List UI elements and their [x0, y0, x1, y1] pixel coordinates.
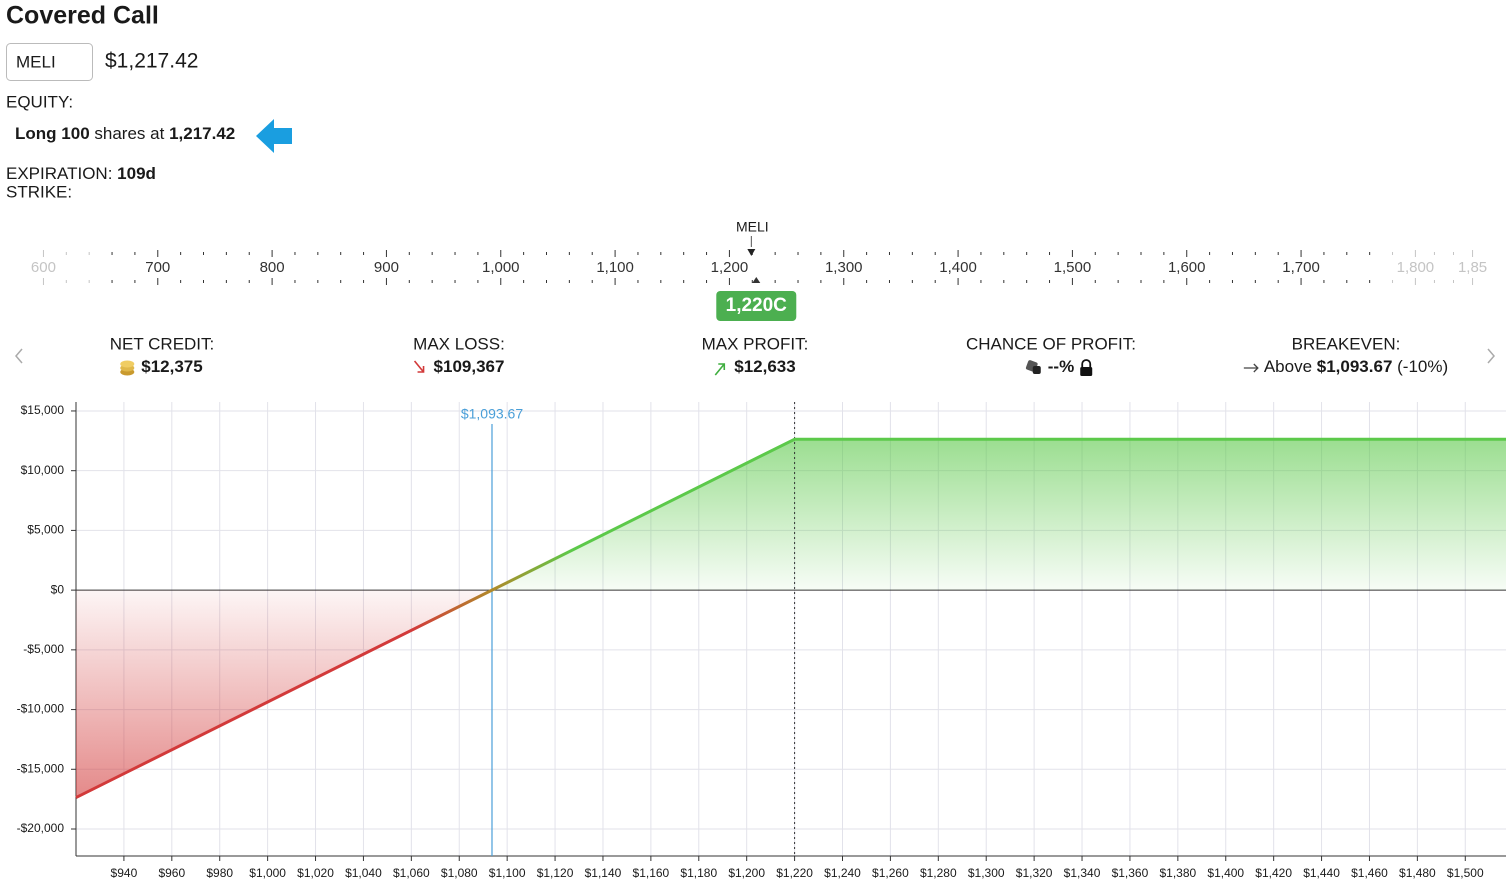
stat-label: MAX PROFIT:: [702, 334, 809, 353]
x-tick-label: $1,380: [1159, 866, 1196, 880]
stat-value: $12,633: [734, 357, 795, 376]
ruler-tick-label: 1,600: [1168, 259, 1206, 276]
x-tick-label: $1,120: [537, 866, 574, 880]
payoff-chart: $940 $960 $980 $1,000 $1,020 $1,040 $1,060 $1,0…: [17, 402, 1506, 880]
ruler-tick-label: 700: [145, 259, 170, 276]
x-tick-label: $1,360: [1112, 866, 1149, 880]
x-tick-label: $1,060: [393, 866, 430, 880]
stat-value: $12,375: [141, 357, 202, 376]
stat-value: $109,367: [434, 357, 505, 376]
ruler-tick-label: 1,400: [939, 259, 977, 276]
ruler-tick-label: 900: [374, 259, 399, 276]
ruler-tick-label: 1,000: [482, 259, 520, 276]
ruler-marker: [747, 249, 756, 256]
profit-icon: [714, 363, 726, 376]
page-title: Covered Call: [6, 2, 159, 30]
ruler-tick-label: 1,800: [1397, 259, 1435, 276]
prev-button[interactable]: [15, 348, 23, 364]
strike-label: STRIKE:: [6, 182, 72, 201]
y-tick-label: $15,000: [21, 403, 65, 417]
stats-bar: NET CREDIT: $12,375 MAX LOSS: $109,367 MAX P…: [110, 334, 1448, 376]
x-tick-label: $1,240: [824, 866, 861, 880]
x-tick-label: $1,440: [1303, 866, 1340, 880]
coin-icon: [120, 360, 135, 368]
y-tick-label: -$10,000: [17, 702, 65, 716]
y-tick-label: $0: [51, 582, 65, 596]
dice-icon: [1032, 366, 1041, 374]
x-tick-label: $1,140: [585, 866, 622, 880]
selected-strike-label[interactable]: 1,220C: [726, 295, 788, 316]
y-tick-label: -$20,000: [17, 821, 65, 835]
ruler-tick-label: 600: [31, 259, 56, 276]
x-tick-label: $1,080: [441, 866, 478, 880]
lock-icon: [1080, 367, 1093, 376]
x-tick-label: $1,320: [1016, 866, 1053, 880]
x-tick-label: $1,200: [728, 866, 765, 880]
stat-value: --%: [1048, 357, 1074, 376]
selected-strike-pointer: [752, 277, 761, 283]
lock-icon: [1081, 359, 1092, 367]
strike-ruler[interactable]: 600 700 800 900 1,000 1,100 1,200 1,300 1,400 1,5…: [0, 219, 1508, 321]
x-tick-label: $960: [158, 866, 185, 880]
x-tick-label: $1,400: [1207, 866, 1244, 880]
symbol-input[interactable]: [6, 43, 93, 81]
x-tick-label: $1,300: [968, 866, 1005, 880]
x-tick-label: $1,020: [297, 866, 334, 880]
stat-label: NET CREDIT:: [110, 334, 215, 353]
ruler-tick-label: 1,200: [711, 259, 749, 276]
ruler-tick-label: 1,500: [1054, 259, 1092, 276]
equity-position: Long 100 shares at 1,217.42: [15, 124, 235, 143]
ruler-tick-label: 1,700: [1282, 259, 1320, 276]
x-tick-label: $1,000: [249, 866, 286, 880]
x-tick-label: $1,500: [1447, 866, 1484, 880]
y-tick-label: $5,000: [27, 523, 64, 537]
x-tick-label: $1,040: [345, 866, 382, 880]
x-tick-label: $1,340: [1064, 866, 1101, 880]
x-tick-label: $1,480: [1399, 866, 1436, 880]
ruler-tick-label: 1,100: [596, 259, 634, 276]
y-tick-label: -$5,000: [23, 642, 64, 656]
x-tick-label: $1,100: [489, 866, 526, 880]
loss-icon: [413, 360, 425, 373]
equity-label: EQUITY:: [6, 92, 73, 111]
price: $1,217.42: [105, 50, 198, 73]
x-tick-label: $1,220: [776, 866, 813, 880]
stat-label: MAX LOSS:: [413, 334, 505, 353]
ruler-tick-label: 1,85: [1458, 259, 1487, 276]
symbol-input-text[interactable]: MELI: [16, 52, 56, 71]
x-tick-label: $1,280: [920, 866, 957, 880]
ruler-tick-label: 800: [260, 259, 285, 276]
x-tick-label: $940: [111, 866, 138, 880]
x-tick-label: $1,160: [633, 866, 670, 880]
next-button[interactable]: [1487, 348, 1495, 364]
x-tick-label: $1,260: [872, 866, 909, 880]
expiration: EXPIRATION: 109d: [6, 164, 156, 183]
payoff-area: [76, 439, 1506, 798]
y-tick-label: -$15,000: [17, 761, 65, 775]
breakeven-label: $1,093.67: [461, 406, 523, 422]
x-tick-label: $1,460: [1351, 866, 1388, 880]
payoff-line: [75, 437, 1506, 799]
stat-value: Above $1,093.67 (-10%): [1264, 357, 1448, 376]
breakeven-icon: [1243, 363, 1259, 373]
ruler-marker-label: MELI: [736, 219, 769, 235]
x-tick-label: $980: [206, 866, 233, 880]
x-tick-label: $1,420: [1255, 866, 1292, 880]
pointer-arrow: [256, 119, 292, 153]
y-tick-label: $10,000: [21, 463, 65, 477]
stat-label: BREAKEVEN:: [1292, 334, 1401, 353]
stat-label: CHANCE OF PROFIT:: [966, 334, 1136, 353]
selected-strike-badge: [716, 291, 797, 321]
x-tick-label: $1,180: [680, 866, 717, 880]
ruler-tick-label: 1,300: [825, 259, 863, 276]
